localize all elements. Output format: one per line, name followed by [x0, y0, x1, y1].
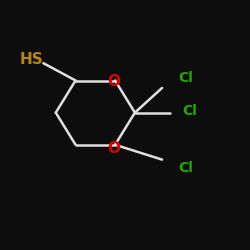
Text: Cl: Cl [178, 71, 193, 85]
Text: O: O [108, 141, 120, 156]
Text: Cl: Cl [182, 104, 197, 118]
Text: HS: HS [19, 52, 43, 67]
Text: O: O [108, 74, 120, 89]
Text: Cl: Cl [178, 161, 193, 175]
